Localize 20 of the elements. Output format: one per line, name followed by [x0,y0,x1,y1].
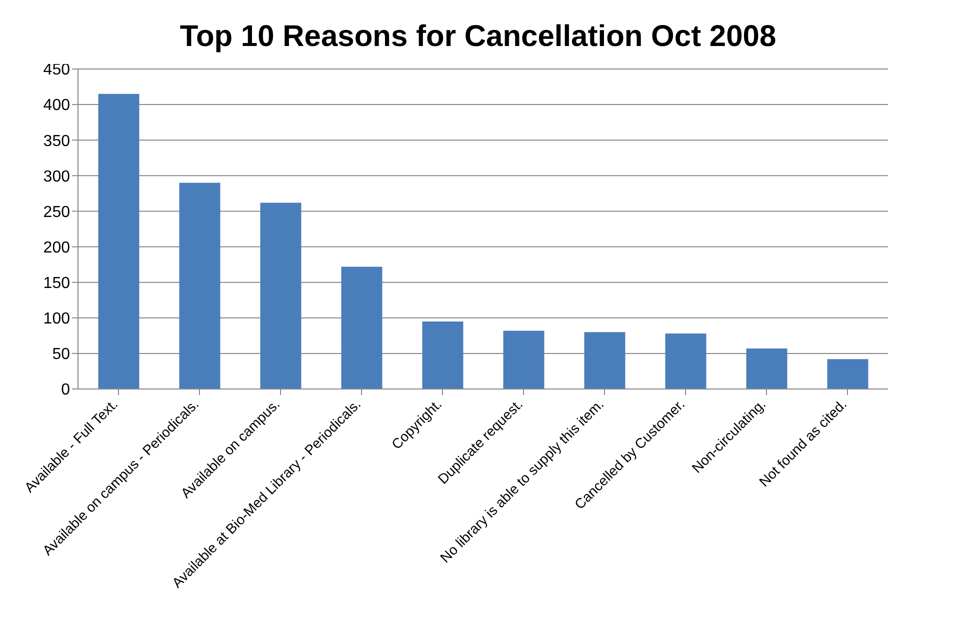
chart-title: Top 10 Reasons for Cancellation Oct 2008 [178,20,778,54]
y-tick-label: 100 [43,310,70,328]
bar [98,94,140,389]
bar [665,334,706,389]
bar [260,202,302,389]
y-tick-label: 250 [43,204,70,221]
bar [584,332,626,389]
y-tick-label: 400 [43,97,70,114]
y-tick-label: 200 [43,239,70,256]
y-tick-label: 50 [52,346,70,364]
y-tick-label: 150 [43,275,70,292]
bar [422,321,464,389]
bar [503,330,544,389]
y-tick-label: 300 [43,168,70,186]
bar [746,348,788,389]
y-tick-label: 350 [43,132,70,150]
y-tick-label: 0 [61,382,70,399]
bar [341,266,382,389]
bar [179,182,220,389]
bar [827,359,868,389]
